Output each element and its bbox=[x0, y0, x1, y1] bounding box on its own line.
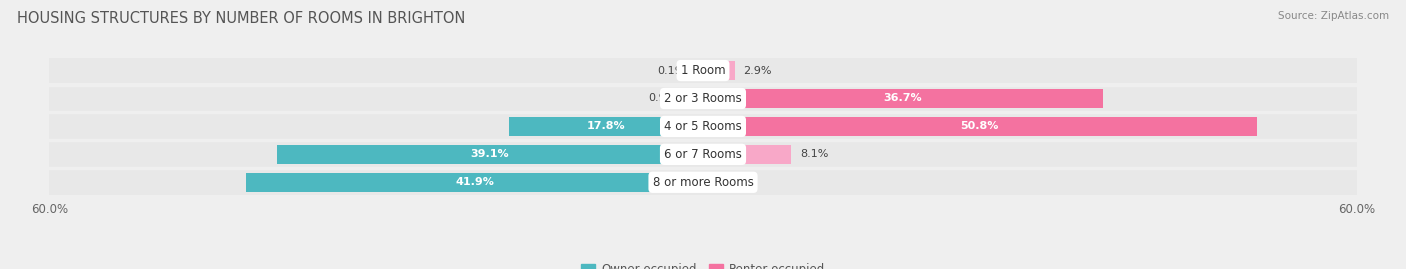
Text: 0.96%: 0.96% bbox=[648, 94, 683, 104]
Text: 4 or 5 Rooms: 4 or 5 Rooms bbox=[664, 120, 742, 133]
Legend: Owner-occupied, Renter-occupied: Owner-occupied, Renter-occupied bbox=[576, 258, 830, 269]
Bar bbox=[693, 89, 703, 108]
Text: 2 or 3 Rooms: 2 or 3 Rooms bbox=[664, 92, 742, 105]
Text: 41.9%: 41.9% bbox=[456, 177, 494, 187]
Bar bbox=[246, 173, 703, 192]
Bar bbox=[703, 145, 792, 164]
Text: 1 Room: 1 Room bbox=[681, 64, 725, 77]
Bar bbox=[49, 86, 1357, 111]
Text: 6 or 7 Rooms: 6 or 7 Rooms bbox=[664, 148, 742, 161]
Text: 0.19%: 0.19% bbox=[657, 66, 692, 76]
Text: 2.9%: 2.9% bbox=[744, 66, 772, 76]
Text: 36.7%: 36.7% bbox=[883, 94, 922, 104]
Text: 1.6%: 1.6% bbox=[730, 177, 758, 187]
Bar bbox=[49, 114, 1357, 139]
Bar bbox=[49, 142, 1357, 167]
Bar bbox=[703, 173, 720, 192]
Text: 8 or more Rooms: 8 or more Rooms bbox=[652, 176, 754, 189]
Bar bbox=[277, 145, 703, 164]
Text: HOUSING STRUCTURES BY NUMBER OF ROOMS IN BRIGHTON: HOUSING STRUCTURES BY NUMBER OF ROOMS IN… bbox=[17, 11, 465, 26]
Bar bbox=[702, 61, 703, 80]
Bar bbox=[509, 117, 703, 136]
Text: 8.1%: 8.1% bbox=[800, 149, 828, 159]
Text: 17.8%: 17.8% bbox=[586, 121, 626, 132]
Bar bbox=[703, 117, 1257, 136]
Text: Source: ZipAtlas.com: Source: ZipAtlas.com bbox=[1278, 11, 1389, 21]
Text: 39.1%: 39.1% bbox=[471, 149, 509, 159]
Bar bbox=[49, 170, 1357, 194]
Bar bbox=[703, 89, 1102, 108]
Text: 50.8%: 50.8% bbox=[960, 121, 998, 132]
Bar bbox=[703, 61, 734, 80]
Bar bbox=[49, 58, 1357, 83]
